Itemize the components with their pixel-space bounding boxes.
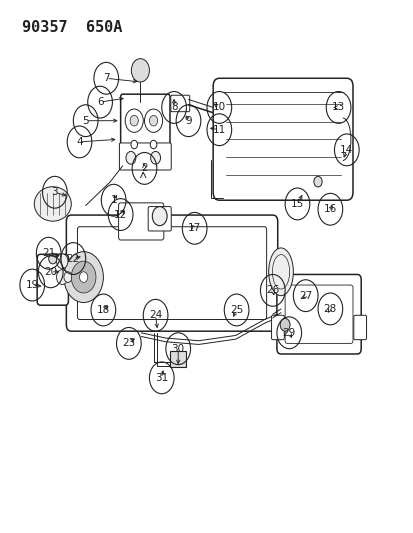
Text: 24: 24: [149, 310, 162, 320]
FancyBboxPatch shape: [353, 316, 366, 340]
Circle shape: [150, 151, 160, 164]
FancyBboxPatch shape: [120, 94, 170, 147]
Text: 26: 26: [266, 285, 279, 295]
Text: 18: 18: [97, 305, 110, 315]
FancyBboxPatch shape: [118, 203, 164, 240]
Circle shape: [130, 115, 138, 126]
Circle shape: [126, 151, 135, 164]
Circle shape: [56, 254, 68, 269]
Text: 9: 9: [185, 116, 191, 126]
Circle shape: [64, 252, 103, 303]
Text: 27: 27: [298, 290, 311, 301]
Circle shape: [79, 272, 88, 282]
Text: 2: 2: [141, 164, 147, 173]
Circle shape: [149, 115, 157, 126]
Text: 3: 3: [51, 187, 58, 197]
Text: 6: 6: [97, 97, 103, 107]
Ellipse shape: [34, 187, 71, 221]
Text: 30: 30: [171, 344, 184, 354]
Text: 7: 7: [103, 73, 109, 83]
Circle shape: [131, 140, 137, 149]
Text: 13: 13: [331, 102, 344, 112]
Bar: [170, 351, 186, 367]
Text: 90357  650A: 90357 650A: [22, 20, 122, 35]
Text: 21: 21: [42, 248, 55, 259]
Text: 12: 12: [114, 209, 127, 220]
Text: 15: 15: [290, 199, 304, 209]
FancyBboxPatch shape: [171, 95, 189, 112]
Circle shape: [152, 207, 167, 225]
FancyBboxPatch shape: [66, 215, 277, 331]
Text: 29: 29: [282, 328, 295, 338]
Circle shape: [280, 318, 290, 331]
Circle shape: [56, 270, 68, 285]
FancyBboxPatch shape: [148, 207, 171, 231]
Text: 31: 31: [155, 373, 168, 383]
Circle shape: [71, 261, 96, 293]
FancyBboxPatch shape: [271, 316, 284, 340]
Circle shape: [313, 176, 321, 187]
Text: 19: 19: [26, 280, 39, 290]
FancyBboxPatch shape: [119, 143, 171, 170]
FancyBboxPatch shape: [276, 274, 360, 354]
Circle shape: [150, 140, 157, 149]
Text: 10: 10: [212, 102, 225, 112]
Text: 25: 25: [230, 305, 243, 315]
Circle shape: [64, 272, 72, 282]
Text: 23: 23: [122, 338, 135, 349]
Text: 8: 8: [171, 102, 177, 112]
Text: 17: 17: [188, 223, 201, 233]
Text: 20: 20: [44, 267, 57, 277]
FancyBboxPatch shape: [213, 78, 352, 200]
Text: 14: 14: [339, 145, 353, 155]
Text: 16: 16: [323, 204, 336, 214]
Text: 11: 11: [212, 125, 225, 135]
FancyBboxPatch shape: [77, 227, 266, 319]
Ellipse shape: [268, 248, 293, 296]
Text: 1: 1: [110, 195, 117, 205]
Circle shape: [131, 59, 149, 82]
FancyBboxPatch shape: [37, 254, 68, 305]
Text: 28: 28: [323, 304, 336, 314]
Text: 22: 22: [66, 254, 80, 263]
Circle shape: [49, 253, 57, 264]
Text: 5: 5: [82, 116, 89, 126]
FancyBboxPatch shape: [285, 285, 352, 343]
Text: 4: 4: [76, 137, 83, 147]
